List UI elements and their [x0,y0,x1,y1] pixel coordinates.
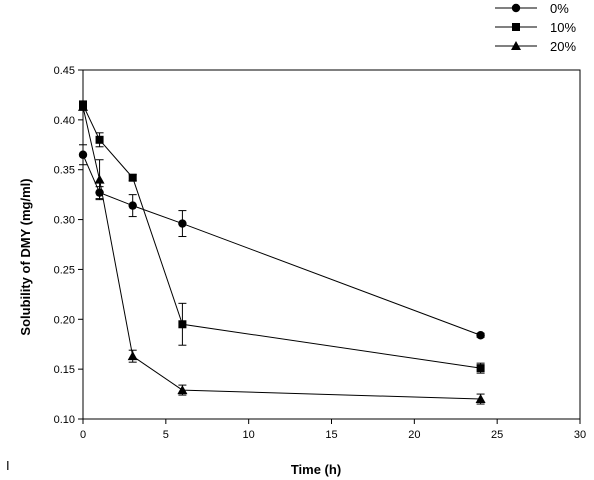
series-line [82,106,481,400]
series-square [79,100,485,374]
data-point [95,135,104,144]
plot-frame [82,69,581,420]
x-tick-label: 10 [243,429,255,441]
x-tick-label: 20 [408,429,420,441]
x-tick-label: 5 [163,429,169,441]
x-tick-label: 25 [491,429,503,441]
y-tick-label: 0.25 [54,264,75,276]
legend-marker [511,3,521,13]
x-tick-label: 15 [325,429,337,441]
y-tick-label: 0.30 [54,215,75,227]
x-axis-title: Time (h) [291,462,341,477]
legend-marker [512,23,520,31]
y-tick-label: 0.20 [54,314,75,326]
data-point [178,320,187,329]
x-tick-label: 30 [574,429,586,441]
data-point [128,173,137,182]
y-axis-title: Solubility of DMY (mg/ml) [18,178,33,335]
series-circle [78,144,485,340]
data-point [94,174,105,184]
series-triangle [78,101,486,405]
legend-marker [511,41,521,50]
data-point [178,219,187,228]
legend: 0% 10% 20% [495,1,576,54]
legend-label: 10% [550,20,576,35]
y-tick-label: 0.10 [54,414,75,426]
data-point [177,385,188,395]
y-tick-label: 0.45 [54,65,75,77]
y-tick-label: 0.35 [54,165,75,177]
y-axis: 0.10 0.15 0.20 0.25 0.30 0.35 0.40 0.45 [54,65,83,426]
data-point [128,201,137,210]
data-point [475,394,486,404]
y-tick-label: 0.15 [54,364,75,376]
data-point [127,351,138,361]
data-point [476,331,485,340]
data-point [78,150,88,159]
series-line [82,104,481,369]
data-point [476,364,485,373]
series-layer [78,100,486,405]
legend-label: 20% [550,39,576,54]
x-tick-label: 0 [80,429,86,441]
data-point [78,101,88,111]
plot-border [82,69,581,420]
legend-label: 0% [550,1,569,16]
y-tick-label: 0.40 [54,115,75,127]
x-axis: 0 5 10 15 20 25 30 [80,419,586,441]
series-line [82,154,481,336]
stray-text-mark: I [6,458,10,473]
